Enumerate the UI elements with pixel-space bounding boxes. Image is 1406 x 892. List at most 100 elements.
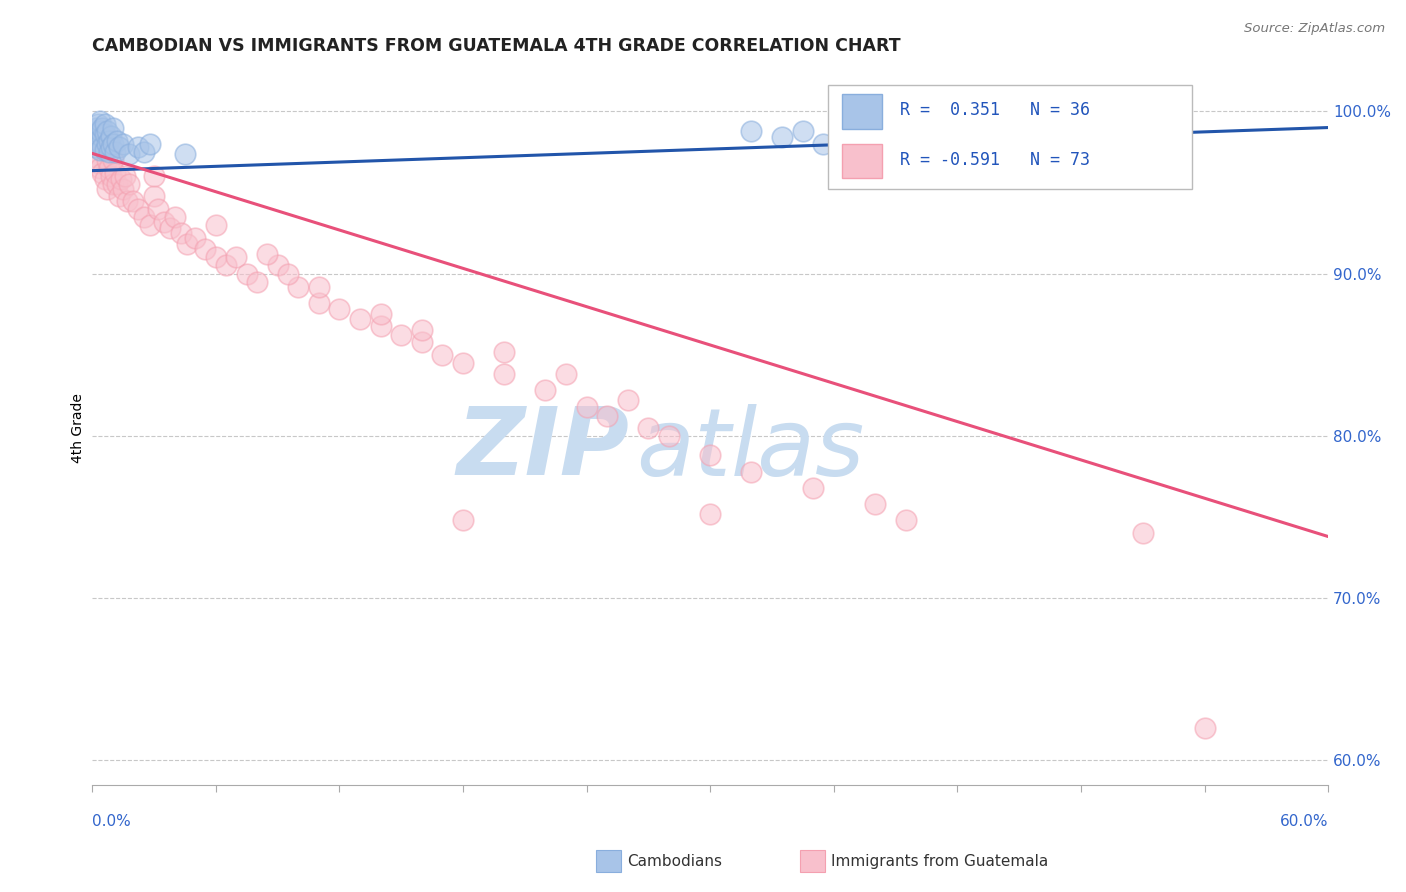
Point [801,481,824,495]
Point [100,169,122,184]
Point [87,156,110,170]
Point [699,507,721,521]
Point [132,145,155,159]
Point [740,124,762,138]
Point [110,172,132,186]
Point [770,130,793,145]
Point [153,215,176,229]
Point [349,312,371,326]
Point [112,182,135,196]
Point [104,145,127,159]
Point [184,231,207,245]
Point [159,221,181,235]
Point [105,178,128,192]
Point [370,318,392,333]
Point [328,302,350,317]
Point [534,384,557,398]
Point [93,117,115,131]
Point [105,134,128,148]
Point [91,140,114,154]
Point [100,128,122,143]
Point [96,182,118,196]
Point [101,136,124,151]
Point [143,188,166,202]
Point [308,279,330,293]
Point [173,146,195,161]
Point [100,140,122,154]
Point [91,120,114,135]
Point [277,267,299,281]
Point [863,497,886,511]
Point [112,136,135,151]
Point [451,513,474,527]
Point [97,134,120,148]
Text: CAMBODIAN VS IMMIGRANTS FROM GUATEMALA 4TH GRADE CORRELATION CHART: CAMBODIAN VS IMMIGRANTS FROM GUATEMALA 4… [93,37,901,55]
Point [96,124,118,138]
Point [411,334,433,349]
Point [97,145,120,159]
Point [104,166,127,180]
Point [235,267,257,281]
Point [246,275,269,289]
Point [432,348,454,362]
Text: Cambodians: Cambodians [627,855,723,869]
Point [93,127,115,141]
Point [101,153,124,167]
Point [87,117,110,131]
Point [215,259,238,273]
Point [108,140,131,154]
Point [616,393,638,408]
Text: Immigrants from Guatemala: Immigrants from Guatemala [831,855,1049,869]
Text: R =  0.351   N = 36: R = 0.351 N = 36 [900,101,1091,119]
Point [96,136,118,151]
Point [204,218,226,232]
Point [132,210,155,224]
Point [84,140,107,154]
Point [93,143,115,157]
Point [225,251,247,265]
Point [792,124,814,138]
Point [101,178,124,192]
Point [699,449,721,463]
Point [194,242,217,256]
Point [411,323,433,337]
Text: 60.0%: 60.0% [1279,814,1329,829]
Point [451,356,474,370]
Y-axis label: 4th Grade: 4th Grade [72,392,86,463]
Point [97,161,120,175]
Point [204,251,226,265]
Point [89,124,111,138]
Point [844,127,866,141]
Point [256,247,278,261]
Bar [842,95,882,128]
Text: ZIP: ZIP [457,403,630,495]
Point [894,513,917,527]
Point [139,218,162,232]
Point [89,161,111,175]
Text: 0.0%: 0.0% [93,814,131,829]
Point [370,307,392,321]
Point [308,295,330,310]
Point [127,140,149,154]
Point [122,194,145,208]
FancyBboxPatch shape [828,85,1192,188]
Point [89,143,111,157]
Point [637,421,659,435]
Bar [842,144,882,178]
Point [658,429,681,443]
Point [163,210,186,224]
Point [96,153,118,167]
Point [575,400,598,414]
Point [139,136,162,151]
Point [108,188,131,202]
Point [1194,721,1216,735]
Text: Source: ZipAtlas.com: Source: ZipAtlas.com [1244,22,1385,36]
Point [114,169,136,184]
Point [118,178,141,192]
Point [389,328,412,343]
Point [146,202,169,216]
Point [83,128,105,143]
Point [494,368,516,382]
Point [91,140,114,154]
Point [91,130,114,145]
